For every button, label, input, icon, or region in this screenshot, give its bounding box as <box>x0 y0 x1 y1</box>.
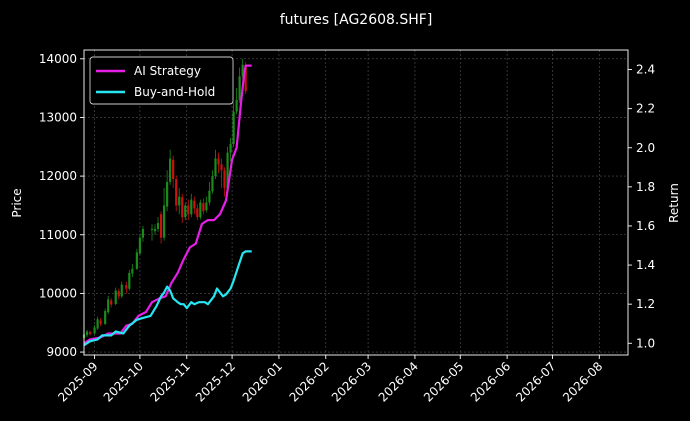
y-left-tick-label: 10000 <box>39 286 77 300</box>
candle-body <box>235 99 238 112</box>
candle-body <box>156 223 160 229</box>
candle-body <box>159 214 163 238</box>
candle-body <box>93 327 96 334</box>
candle-body <box>217 158 220 165</box>
candle-body <box>169 158 172 182</box>
candle-body <box>229 143 232 153</box>
candle-body <box>172 159 175 180</box>
candle-body <box>241 64 244 77</box>
candle-body <box>181 197 184 218</box>
candle-body <box>110 300 113 305</box>
candle-body <box>208 190 211 203</box>
candle-body <box>199 202 202 218</box>
candle-body <box>104 311 107 324</box>
legend: AI Strategy Buy-and-Hold <box>89 56 234 105</box>
y-right-tick-label: 1.4 <box>636 258 655 272</box>
y-left-tick-label: 14000 <box>39 52 77 66</box>
y-right-tick-label: 1.8 <box>636 180 655 194</box>
candle-body <box>107 299 110 313</box>
candle-body <box>128 272 131 289</box>
candle-body <box>88 332 92 334</box>
y-right-tick-label: 1.2 <box>636 297 655 311</box>
y-right-tick-label: 2.0 <box>636 141 655 155</box>
candle-body <box>232 111 235 144</box>
candle-body <box>131 268 134 274</box>
y-left-tick-label: 9000 <box>46 345 77 359</box>
buy-and-hold-line <box>83 250 252 347</box>
candle-body <box>190 199 193 215</box>
candle-body <box>85 331 89 336</box>
candle-body <box>162 205 166 238</box>
y-right-tick-label: 2.2 <box>636 102 655 116</box>
candle-body <box>205 202 208 211</box>
chart-title: futures [AG2608.SHF] <box>280 12 433 28</box>
candle-body <box>196 208 199 218</box>
candle-body <box>220 164 223 171</box>
candle-body <box>117 291 120 297</box>
legend-box <box>89 56 234 105</box>
candle-body <box>184 205 187 218</box>
candle-body <box>223 170 226 188</box>
candle-body <box>178 196 181 206</box>
candle-body <box>238 76 241 100</box>
candle-body <box>96 319 99 329</box>
candle-body <box>125 285 128 289</box>
legend-buy-and-hold-label: Buy-and-Hold <box>134 85 215 99</box>
y-right-tick-label: 2.4 <box>636 63 655 77</box>
y-axis-right-label: Return <box>667 183 681 223</box>
candle-body <box>99 320 102 324</box>
y-right-tick-label: 1.0 <box>636 336 655 350</box>
candle-body <box>202 203 205 212</box>
candle-body <box>226 152 229 188</box>
candle-body <box>141 228 145 238</box>
legend-ai-strategy-label: AI Strategy <box>134 64 201 78</box>
candle-body <box>193 200 196 209</box>
y-left-tick-label: 12000 <box>39 169 77 183</box>
y-left-tick-label: 11000 <box>39 228 77 242</box>
y-axis-left-label: Price <box>10 188 24 217</box>
candle-body <box>138 237 142 254</box>
candle-body <box>244 64 247 92</box>
ai-strategy-line <box>83 64 252 345</box>
candle-body <box>120 284 123 297</box>
candle-body <box>187 205 190 215</box>
grid <box>84 50 628 355</box>
plot-frame <box>83 49 629 356</box>
series-lines <box>83 64 252 347</box>
candles <box>82 58 247 340</box>
candle-body <box>166 181 169 207</box>
candle-body <box>214 158 217 177</box>
y-left-tick-label: 13000 <box>39 110 77 124</box>
candle-body <box>114 290 117 304</box>
candle-body <box>135 252 138 269</box>
candle-body <box>150 228 154 230</box>
candle-body <box>153 228 157 232</box>
y-right-tick-label: 1.6 <box>636 219 655 233</box>
candle-body <box>211 176 214 192</box>
candle-body <box>175 179 178 206</box>
